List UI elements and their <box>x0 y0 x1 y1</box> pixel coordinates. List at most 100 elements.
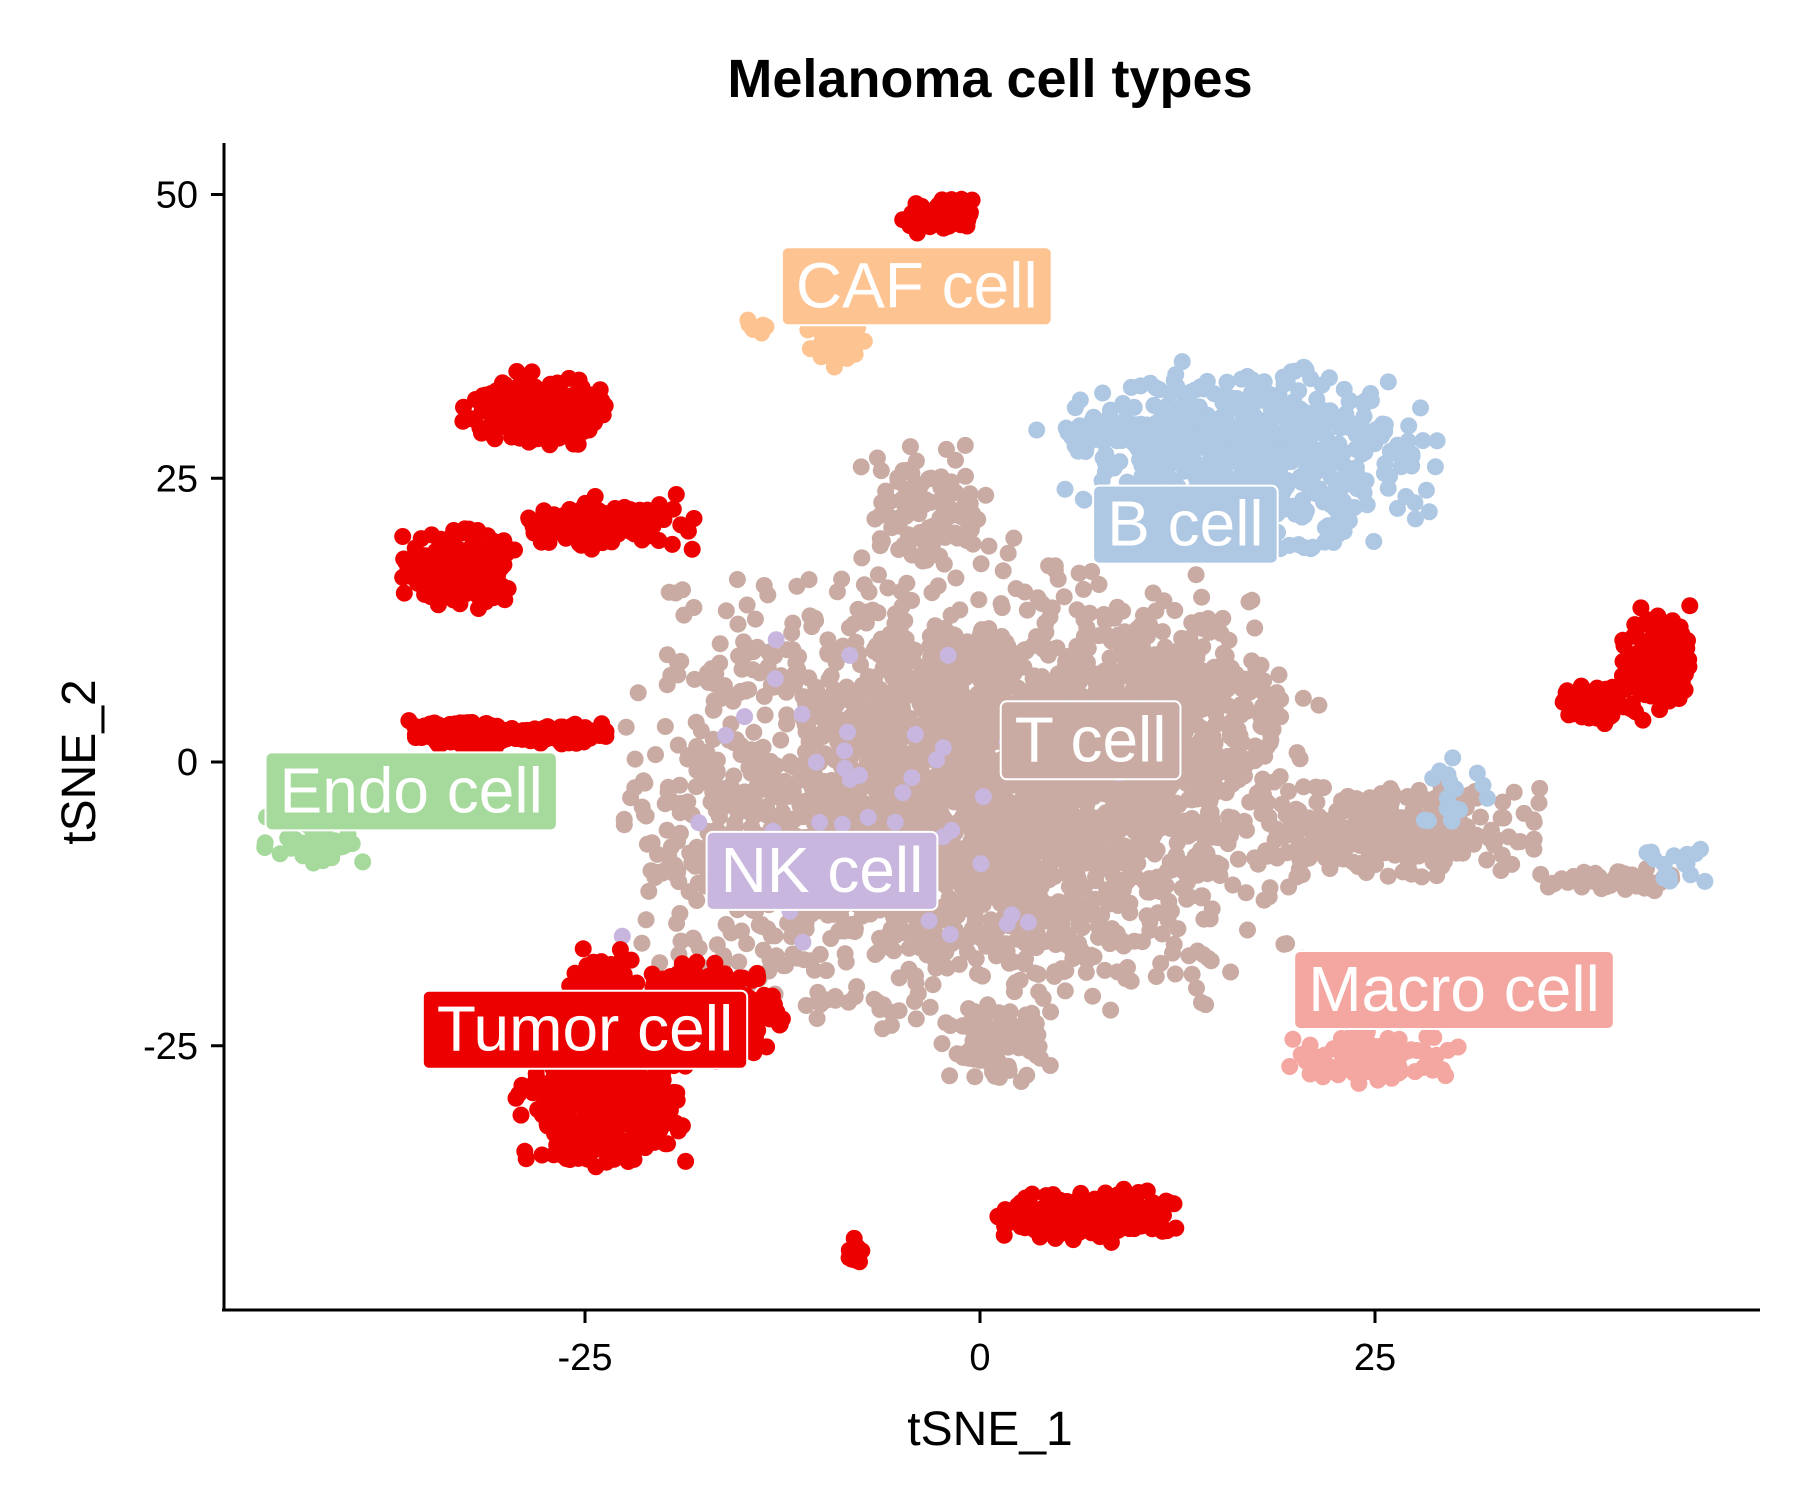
data-point <box>837 953 855 971</box>
data-point <box>1019 913 1037 931</box>
data-point <box>1348 832 1366 850</box>
data-point <box>1384 836 1402 854</box>
data-point <box>574 1079 592 1096</box>
data-point <box>972 555 990 573</box>
data-point <box>1482 821 1500 839</box>
data-point <box>1354 1049 1372 1067</box>
data-point <box>802 736 820 754</box>
data-point <box>1655 869 1673 887</box>
data-point <box>1237 757 1255 774</box>
data-point <box>1285 816 1303 834</box>
data-point <box>977 486 995 504</box>
data-point <box>736 708 754 726</box>
data-point <box>1319 517 1337 535</box>
data-point <box>927 521 945 539</box>
data-point <box>938 506 955 524</box>
data-point <box>717 726 735 744</box>
data-point <box>1350 1074 1368 1092</box>
data-point <box>1341 392 1359 409</box>
data-point <box>1193 588 1211 606</box>
data-point <box>1438 789 1456 807</box>
data-point <box>1117 654 1135 672</box>
data-point <box>1031 1049 1049 1067</box>
data-point <box>607 1132 624 1150</box>
data-point <box>973 894 991 912</box>
data-point <box>968 821 986 838</box>
data-point <box>1214 609 1232 627</box>
data-point <box>1179 651 1197 669</box>
data-point <box>910 805 928 823</box>
data-point <box>1016 849 1034 867</box>
data-point <box>1357 796 1375 814</box>
data-point <box>1183 791 1201 809</box>
data-point <box>1260 699 1278 717</box>
data-point <box>1255 373 1273 391</box>
data-point <box>1267 820 1285 838</box>
data-point <box>1186 749 1203 767</box>
data-point <box>1153 925 1171 943</box>
data-point <box>711 654 729 672</box>
data-point <box>727 818 744 835</box>
data-point <box>660 583 678 601</box>
data-point <box>1531 779 1549 797</box>
data-point <box>656 718 674 735</box>
data-point <box>1192 857 1210 875</box>
data-point <box>675 606 693 624</box>
data-point <box>794 688 812 706</box>
data-point <box>750 916 768 934</box>
data-point <box>748 777 766 794</box>
data-point <box>684 844 701 861</box>
data-point <box>1070 564 1088 582</box>
data-point <box>982 911 1000 929</box>
data-point <box>941 1067 959 1085</box>
data-point <box>1290 860 1308 878</box>
data-point <box>1194 946 1212 964</box>
data-point <box>811 813 829 831</box>
data-point <box>622 789 640 807</box>
data-point <box>800 571 818 589</box>
data-point <box>937 1014 955 1032</box>
data-point <box>998 915 1016 933</box>
data-point <box>1278 935 1296 953</box>
series-macro-cell <box>1281 1021 1467 1092</box>
data-point <box>1169 414 1187 432</box>
data-point <box>772 731 790 749</box>
data-point <box>797 997 815 1014</box>
data-point <box>812 701 830 719</box>
data-point <box>1280 782 1297 800</box>
data-point <box>1676 855 1693 873</box>
data-point <box>812 995 830 1013</box>
data-point <box>906 726 924 743</box>
data-point <box>767 631 785 649</box>
data-point <box>1152 876 1170 894</box>
data-point <box>1418 838 1436 856</box>
data-point <box>798 792 816 810</box>
data-point <box>656 1083 674 1101</box>
data-point <box>1017 950 1034 968</box>
data-point <box>658 821 676 839</box>
data-point <box>649 863 667 881</box>
data-point <box>1348 480 1366 498</box>
data-point <box>1100 881 1118 899</box>
data-point <box>852 458 870 476</box>
data-point <box>1160 660 1178 678</box>
data-point <box>659 1135 676 1153</box>
points-layer <box>256 190 1714 1271</box>
data-point <box>872 630 890 648</box>
data-point <box>735 633 753 651</box>
data-point <box>1075 491 1093 509</box>
data-point <box>677 1152 695 1170</box>
data-point <box>805 961 823 979</box>
data-point <box>1205 783 1222 800</box>
data-point <box>869 604 887 622</box>
data-point <box>1403 457 1421 475</box>
data-point <box>1248 669 1266 686</box>
data-point <box>1117 970 1135 988</box>
data-point <box>1164 944 1181 962</box>
data-point <box>882 920 900 938</box>
data-point <box>1220 631 1238 649</box>
data-point <box>900 709 918 727</box>
data-point <box>1415 811 1433 829</box>
data-point <box>978 664 996 682</box>
data-point <box>1000 869 1018 887</box>
